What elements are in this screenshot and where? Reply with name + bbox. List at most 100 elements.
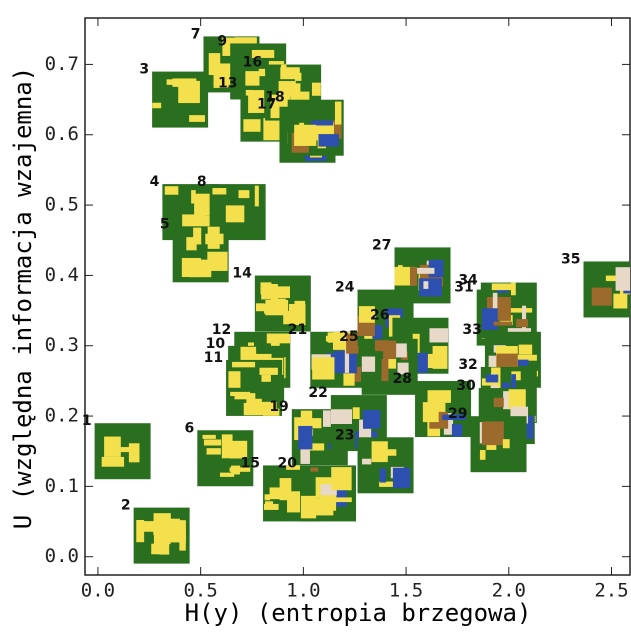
point-label: 16 (243, 55, 262, 71)
thumbnail-texture (121, 447, 139, 452)
thumbnail-texture (423, 402, 439, 422)
point-label: 2 (121, 498, 131, 514)
thumbnail-texture (281, 65, 287, 77)
thumbnail-texture (232, 362, 255, 367)
thumbnail (358, 437, 414, 493)
point-label: 1 (82, 413, 92, 429)
thumbnail-texture (363, 410, 380, 429)
thumbnail-texture (331, 409, 352, 424)
point-label: 27 (372, 237, 391, 253)
point-label: 5 (160, 216, 170, 232)
thumbnail-texture (243, 119, 260, 132)
thumbnail-texture (398, 265, 403, 282)
thumbnail-texture (482, 308, 498, 330)
thumbnail-texture (452, 424, 462, 436)
thumbnail-texture (259, 368, 277, 375)
y-tick-label: 0.0 (45, 545, 79, 567)
point-label: 18 (265, 90, 284, 106)
point-label: 32 (458, 357, 477, 373)
thumbnail-texture (207, 252, 227, 271)
thumbnail-texture (616, 267, 631, 291)
thumbnail-texture (207, 448, 221, 454)
thumbnail-texture (265, 494, 271, 500)
thumbnail-texture (511, 374, 516, 389)
thumbnail-texture (395, 343, 407, 357)
thumbnail-texture (261, 375, 270, 382)
x-tick-label: 1.0 (286, 580, 320, 602)
point-label: 13 (218, 76, 237, 92)
point-label: 26 (370, 308, 389, 324)
point-label: 9 (217, 33, 227, 49)
thumbnail-texture (486, 375, 499, 383)
point-label: 14 (232, 266, 252, 282)
point-label: 6 (185, 420, 195, 436)
point-label: 7 (191, 26, 201, 42)
thumbnail (95, 423, 151, 479)
thumbnail-texture (152, 103, 161, 109)
point-label: 28 (393, 371, 412, 387)
thumbnail-texture (410, 267, 417, 286)
x-tick-label: 1.5 (389, 580, 423, 602)
thumbnail-texture (238, 190, 249, 198)
thumbnail-texture (310, 467, 318, 471)
point-label: 29 (448, 406, 467, 422)
x-tick-label: 2.0 (492, 580, 526, 602)
thumbnail-texture (102, 457, 124, 467)
x-tick-label: 0.0 (81, 580, 115, 602)
thumbnail-texture (482, 421, 504, 445)
thumbnail-texture (255, 186, 259, 207)
thumbnail-texture (510, 308, 532, 312)
thumbnail-texture (260, 282, 271, 294)
thumbnail-texture (157, 519, 180, 531)
point-label: 35 (561, 251, 580, 267)
thumbnail-texture (294, 125, 316, 146)
thumbnail-texture (186, 237, 196, 250)
point-label: 15 (241, 455, 260, 471)
point-label: 3 (139, 62, 149, 78)
y-tick-label: 0.4 (45, 264, 79, 286)
thumbnail-texture (203, 435, 216, 439)
thumbnail-texture (423, 281, 428, 289)
thumbnail-texture (429, 328, 448, 342)
thumbnail-texture (503, 439, 510, 448)
point-label: 25 (339, 329, 358, 345)
thumbnail-texture (265, 501, 273, 505)
thumbnail-texture (298, 426, 312, 449)
thumbnail-texture (231, 466, 240, 475)
thumbnail-texture (494, 398, 504, 407)
thumbnail-texture (312, 357, 334, 379)
point-label: 11 (204, 350, 223, 366)
x-tick-label: 0.5 (183, 580, 217, 602)
thumbnail-texture (244, 403, 262, 415)
thumbnail-texture (380, 469, 386, 483)
thumbnail (584, 261, 631, 317)
thumbnail (173, 226, 229, 282)
thumbnail-texture (165, 186, 179, 195)
thumbnail-texture (419, 278, 442, 296)
thumbnail (134, 508, 190, 564)
thumbnail (471, 416, 527, 472)
thumbnail-texture (328, 332, 339, 342)
thumbnail (300, 465, 356, 521)
thumbnail-texture (492, 283, 514, 290)
thumbnail-texture (393, 468, 410, 488)
thumbnail-texture (331, 467, 351, 490)
thumbnail-texture (204, 439, 221, 445)
thumbnail-texture (129, 443, 140, 462)
thumbnail-texture (372, 441, 388, 462)
point-label: 23 (335, 427, 354, 443)
x-axis-label: H(y) (entropia brzegowa) (185, 599, 532, 627)
point-label: 19 (269, 399, 288, 415)
thumbnail-texture (318, 134, 338, 146)
point-label: 24 (335, 280, 355, 296)
thumbnail-texture (294, 301, 305, 318)
thumbnail-texture (493, 293, 498, 309)
thumbnail-texture (265, 300, 288, 315)
thumbnail-texture (516, 319, 528, 327)
x-tick-label: 2.5 (594, 580, 628, 602)
thumbnail-texture (256, 303, 265, 311)
y-tick-label: 0.2 (45, 405, 79, 427)
thumbnail-texture (212, 188, 226, 194)
thumbnail-texture (205, 234, 223, 244)
thumbnail-texture (592, 288, 612, 306)
